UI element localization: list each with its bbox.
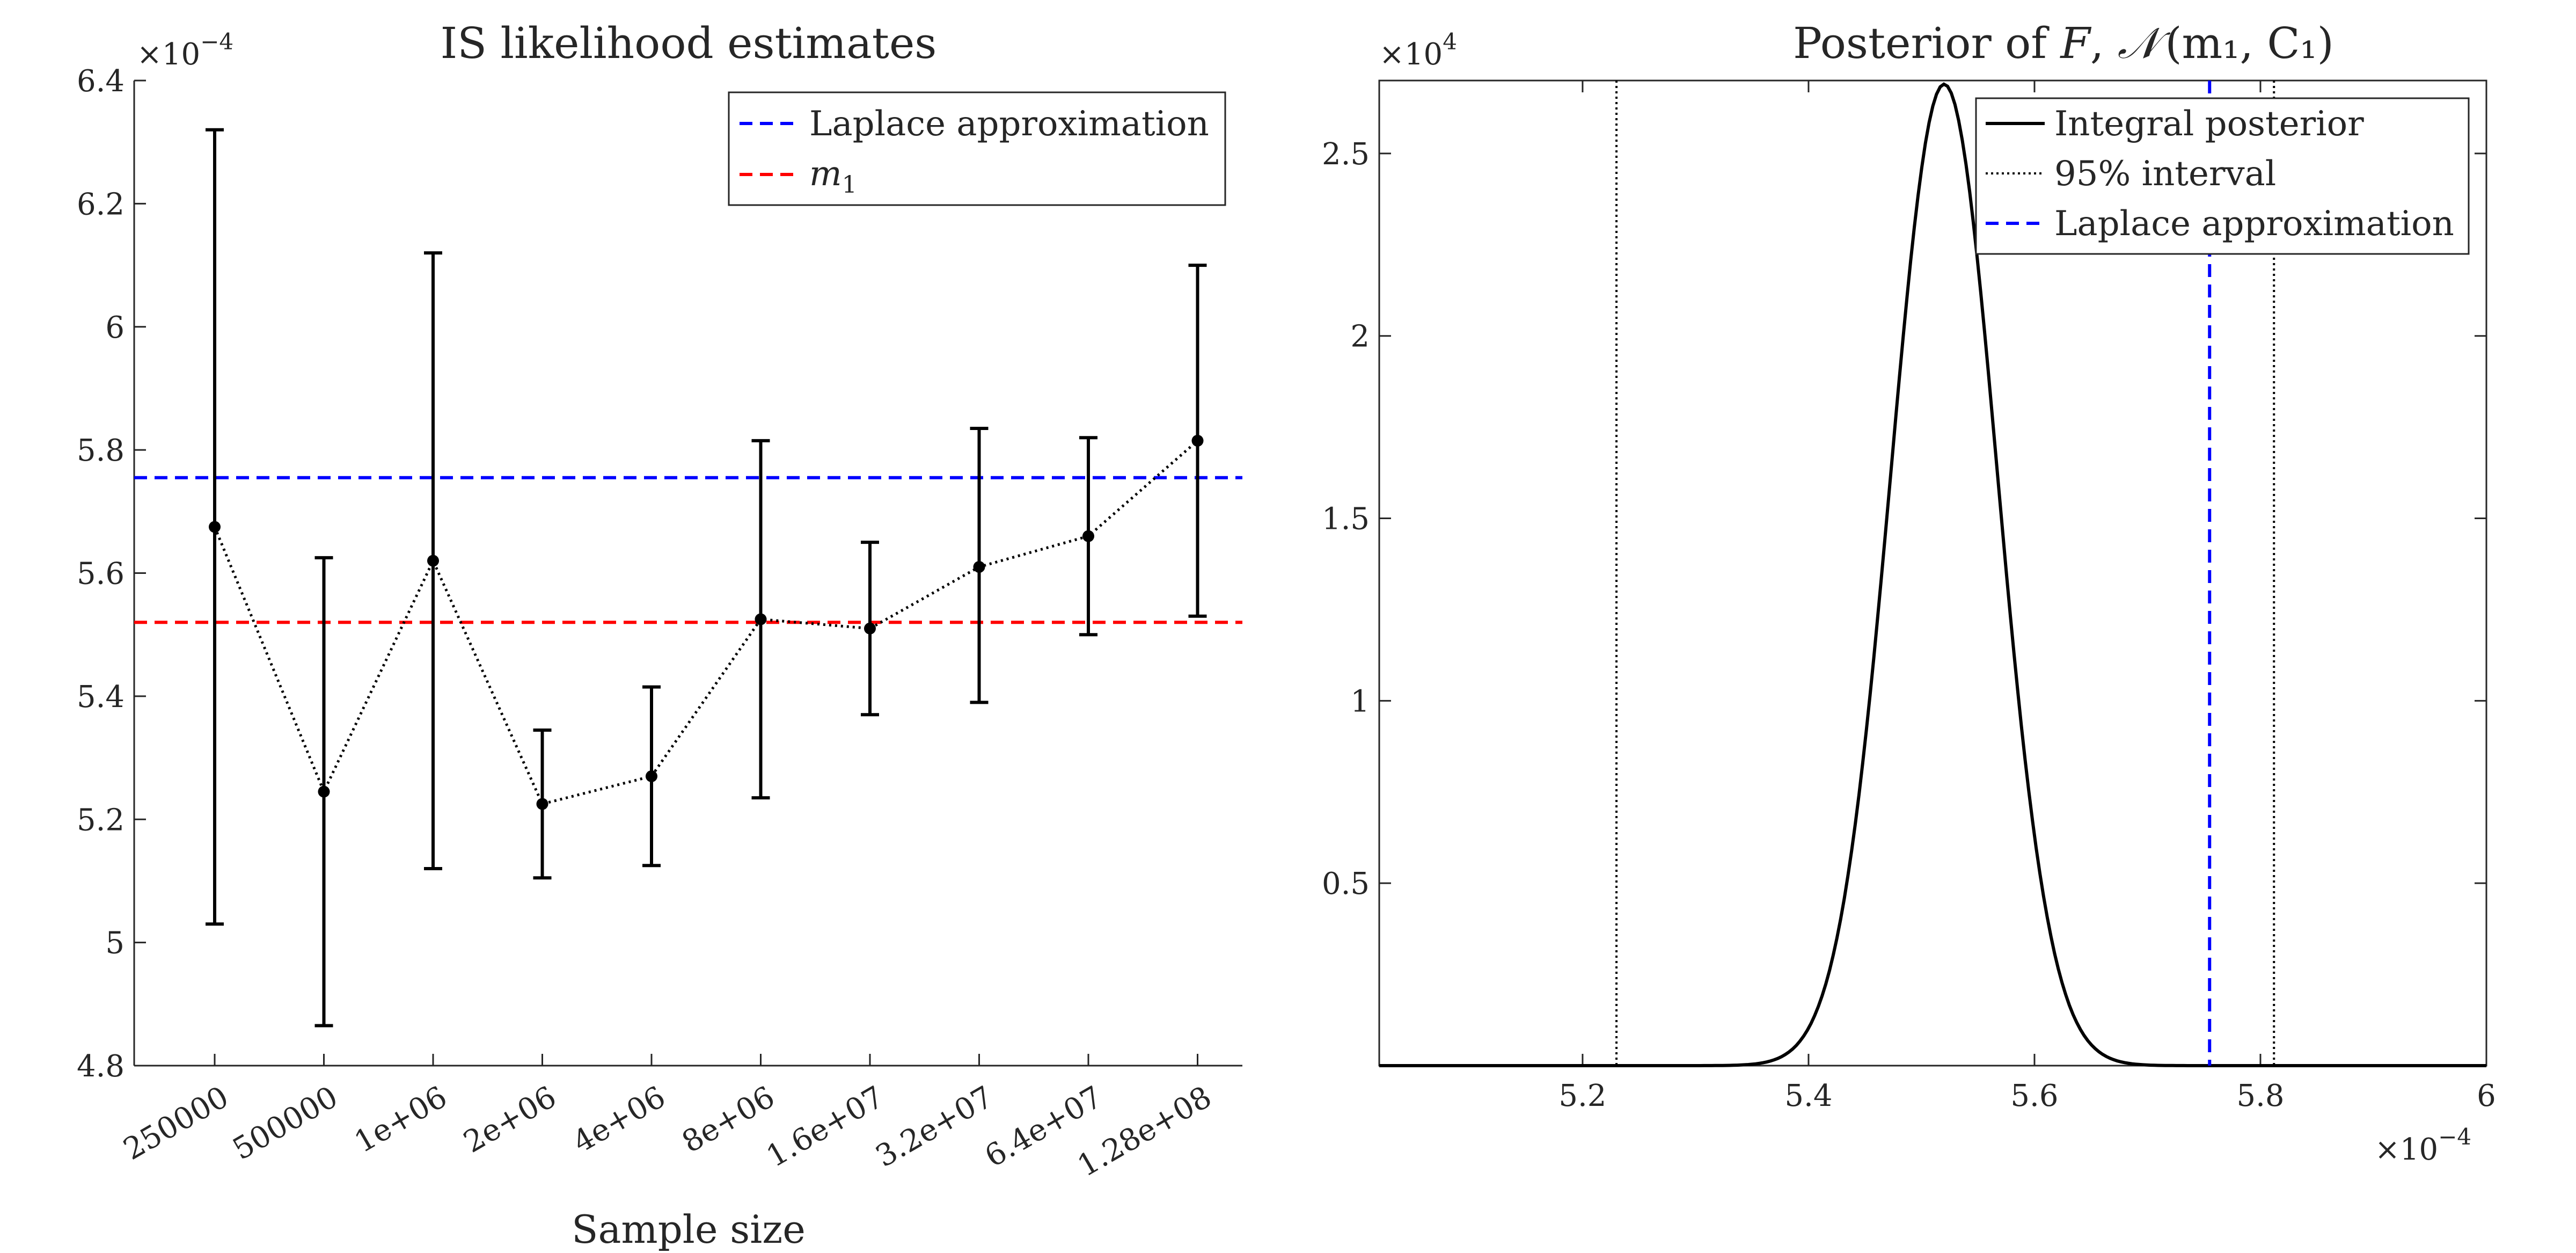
- y-tick-label: 5.6: [77, 557, 125, 592]
- legend-label-laplace: Laplace approximation: [2054, 204, 2454, 244]
- x-exponent-label: ×10−4: [2375, 1124, 2471, 1167]
- y-exponent-base: ×10: [1379, 37, 1443, 72]
- y-exponent-power: 4: [1443, 28, 1457, 55]
- title-variable: F: [2059, 18, 2091, 68]
- data-point: [427, 555, 439, 567]
- y-exponent-power: −4: [200, 28, 233, 55]
- title-arguments: (m₁, C₁): [2165, 18, 2334, 68]
- posterior-curve: [1379, 82, 2486, 1067]
- legend-box: [1975, 97, 2470, 255]
- legend-label-laplace: Laplace approximation: [809, 104, 1209, 144]
- data-point: [536, 798, 548, 810]
- legend-label-interval: 95% interval: [2054, 154, 2276, 194]
- svg-text:×10−4: ×10−4: [2375, 1124, 2471, 1167]
- y-tick-label: 4.8: [77, 1049, 125, 1084]
- y-tick-label: 0.5: [1322, 866, 1370, 901]
- x-axis-label: Sample size: [572, 1207, 806, 1252]
- title-text: Posterior of: [1793, 18, 2060, 68]
- y-tick-label: 5.2: [77, 803, 125, 837]
- x-tick-label: 6: [2477, 1079, 2496, 1113]
- estimate-line: [213, 440, 1199, 806]
- data-point: [755, 613, 767, 625]
- y-exponent-label: ×10−4: [137, 28, 233, 72]
- data-point: [864, 622, 876, 635]
- y-tick-label: 5.8: [77, 433, 125, 468]
- legend: Laplace approximation m1: [728, 91, 1226, 206]
- legend-label-m1-subscript: 1: [842, 171, 857, 199]
- chart-title: IS likelihood estimates: [441, 18, 937, 68]
- legend-label-integral: Integral posterior: [2054, 104, 2364, 144]
- legend-label-m1-base: m: [809, 154, 842, 194]
- data-point: [1082, 530, 1094, 542]
- legend-label-m1: m1: [809, 154, 857, 199]
- x-tick-label: 5.4: [1784, 1079, 1832, 1113]
- data-point: [209, 521, 221, 533]
- posterior-panel: Posterior of F, 𝒩 (m₁, C₁) ×104 5.2 5.4 5.6…: [1322, 18, 2496, 1167]
- data-point: [646, 770, 657, 782]
- x-tick-label: 5.8: [2236, 1079, 2284, 1113]
- svg-text:×10−4: ×10−4: [137, 28, 233, 72]
- y-tick-label: 5: [105, 926, 125, 961]
- legend: Integral posterior 95% interval Laplace …: [1975, 97, 2470, 255]
- y-tick-label: 5.4: [77, 680, 125, 715]
- y-exponent-base: ×10: [137, 37, 200, 72]
- y-tick-label: 2: [1350, 319, 1370, 354]
- x-exponent-base: ×10: [2375, 1132, 2438, 1167]
- y-tick-label: 1.5: [1322, 502, 1370, 537]
- data-point: [973, 561, 985, 573]
- svg-text:×104: ×104: [1379, 28, 1457, 72]
- y-tick-label: 6.4: [77, 64, 125, 99]
- y-tick-label: 6.2: [77, 187, 125, 222]
- axes-box: [1378, 79, 2487, 1067]
- y-tick-label: 1: [1350, 684, 1370, 719]
- legend-box: [728, 91, 1226, 206]
- data-point: [318, 785, 330, 798]
- title-comma: ,: [2090, 18, 2118, 68]
- y-tick-label: 6: [105, 310, 125, 345]
- data-point: [1191, 434, 1204, 447]
- plot-area: 5.2 5.4 5.6 5.8 6 0.5 1 1.5 2 2.5: [1322, 79, 2496, 1113]
- chart-title-posterior: Posterior of F, 𝒩 (m₁, C₁): [1793, 18, 2334, 68]
- y-exponent-label: ×104: [1379, 28, 1457, 72]
- y-tick-label: 2.5: [1322, 137, 1370, 172]
- x-exponent-power: −4: [2438, 1124, 2471, 1150]
- x-tick-label: 5.2: [1558, 1079, 1606, 1113]
- x-tick-label: 5.6: [2010, 1079, 2058, 1113]
